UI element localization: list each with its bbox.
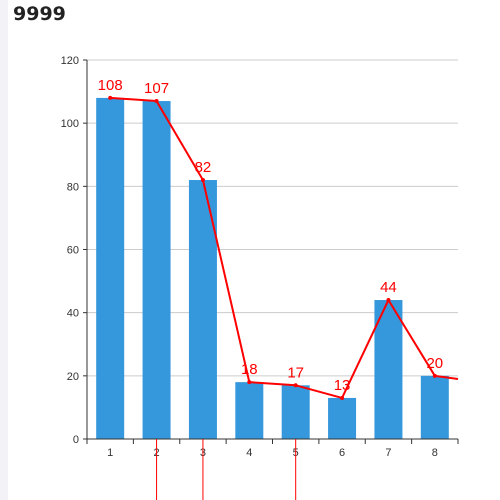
trend-line-group (108, 95, 459, 400)
bar (328, 397, 357, 439)
data-label: 44 (380, 279, 397, 296)
y-tick-label: 100 (61, 118, 79, 130)
bar (374, 300, 403, 439)
y-tick-label: 120 (61, 55, 79, 67)
x-tick-label: 7 (385, 447, 391, 459)
x-tick-label: 1 (107, 447, 113, 459)
below-axis-markers (156, 439, 297, 500)
bar (142, 101, 171, 439)
y-tick-label: 40 (67, 308, 79, 320)
bar (281, 385, 310, 439)
line-point (108, 95, 113, 100)
data-labels: 108 107 82 18 17 13 44 20 (98, 77, 443, 394)
x-tick-label: 4 (246, 447, 252, 459)
x-axis: 12345678 (86, 438, 459, 459)
line-point (247, 380, 252, 385)
left-edge-strip (0, 0, 8, 500)
data-label: 107 (144, 80, 169, 97)
y-tick-label: 80 (67, 181, 79, 193)
x-tick-label: 6 (339, 447, 345, 459)
data-label: 17 (287, 364, 304, 381)
line-point (293, 383, 298, 388)
bar (235, 382, 264, 439)
line-point (432, 373, 437, 378)
data-label: 108 (98, 77, 123, 94)
x-tick-label: 8 (432, 447, 438, 459)
line-point (340, 395, 345, 400)
bar (420, 375, 449, 439)
data-label: 82 (195, 159, 212, 176)
bar (96, 97, 125, 440)
line-point (386, 298, 391, 303)
page-title: 9999 (13, 3, 66, 25)
bars (96, 97, 449, 440)
y-tick-label: 60 (67, 245, 79, 257)
y-axis: 0 20 40 60 80 100 120 (61, 55, 88, 446)
data-label: 18 (241, 361, 258, 378)
data-label: 13 (334, 377, 351, 394)
line-point (154, 99, 159, 104)
data-label: 20 (426, 355, 443, 372)
y-tick-label: 20 (67, 371, 79, 383)
line-point (200, 178, 205, 183)
y-tick-label: 0 (73, 434, 79, 446)
